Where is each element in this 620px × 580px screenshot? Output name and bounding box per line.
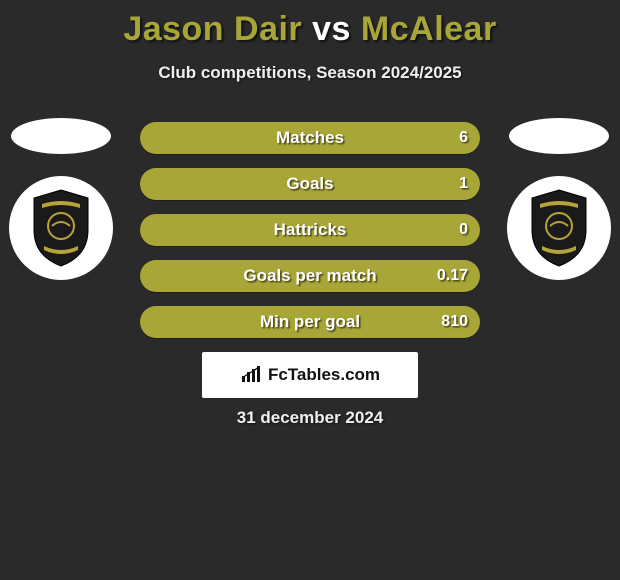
stat-value-p2: 0.17 [437,260,468,292]
subtitle: Club competitions, Season 2024/2025 [0,63,620,83]
title-vs: vs [312,10,351,48]
stat-label: Min per goal [140,306,480,338]
player1-team-badge [9,176,113,280]
comparison-card: Jason Dair vs McAlear Club competitions,… [0,0,620,580]
stat-row: Goals per match0.17 [140,260,480,292]
stat-value-p2: 6 [459,122,468,154]
player1-column [6,115,116,280]
brand-label: FcTables.com [268,365,380,385]
stat-row: Hattricks0 [140,214,480,246]
stat-row: Min per goal810 [140,306,480,338]
player2-photo-placeholder [509,118,609,154]
title-player1: Jason Dair [123,10,302,48]
page-title: Jason Dair vs McAlear [0,0,620,49]
bar-chart-icon [240,366,262,384]
stat-value-p2: 1 [459,168,468,200]
stat-label: Goals [140,168,480,200]
shield-icon [526,188,592,268]
stats-container: Matches6Goals1Hattricks0Goals per match0… [140,122,480,352]
shield-icon [28,188,94,268]
stat-row: Matches6 [140,122,480,154]
stat-row: Goals1 [140,168,480,200]
date: 31 december 2024 [0,408,620,428]
player1-photo-placeholder [11,118,111,154]
stat-value-p2: 0 [459,214,468,246]
player2-team-badge [507,176,611,280]
stat-label: Hattricks [140,214,480,246]
title-player2: McAlear [361,10,497,48]
stat-label: Goals per match [140,260,480,292]
player2-column [504,115,614,280]
stat-value-p2: 810 [441,306,468,338]
brand-attribution[interactable]: FcTables.com [202,352,418,398]
stat-label: Matches [140,122,480,154]
